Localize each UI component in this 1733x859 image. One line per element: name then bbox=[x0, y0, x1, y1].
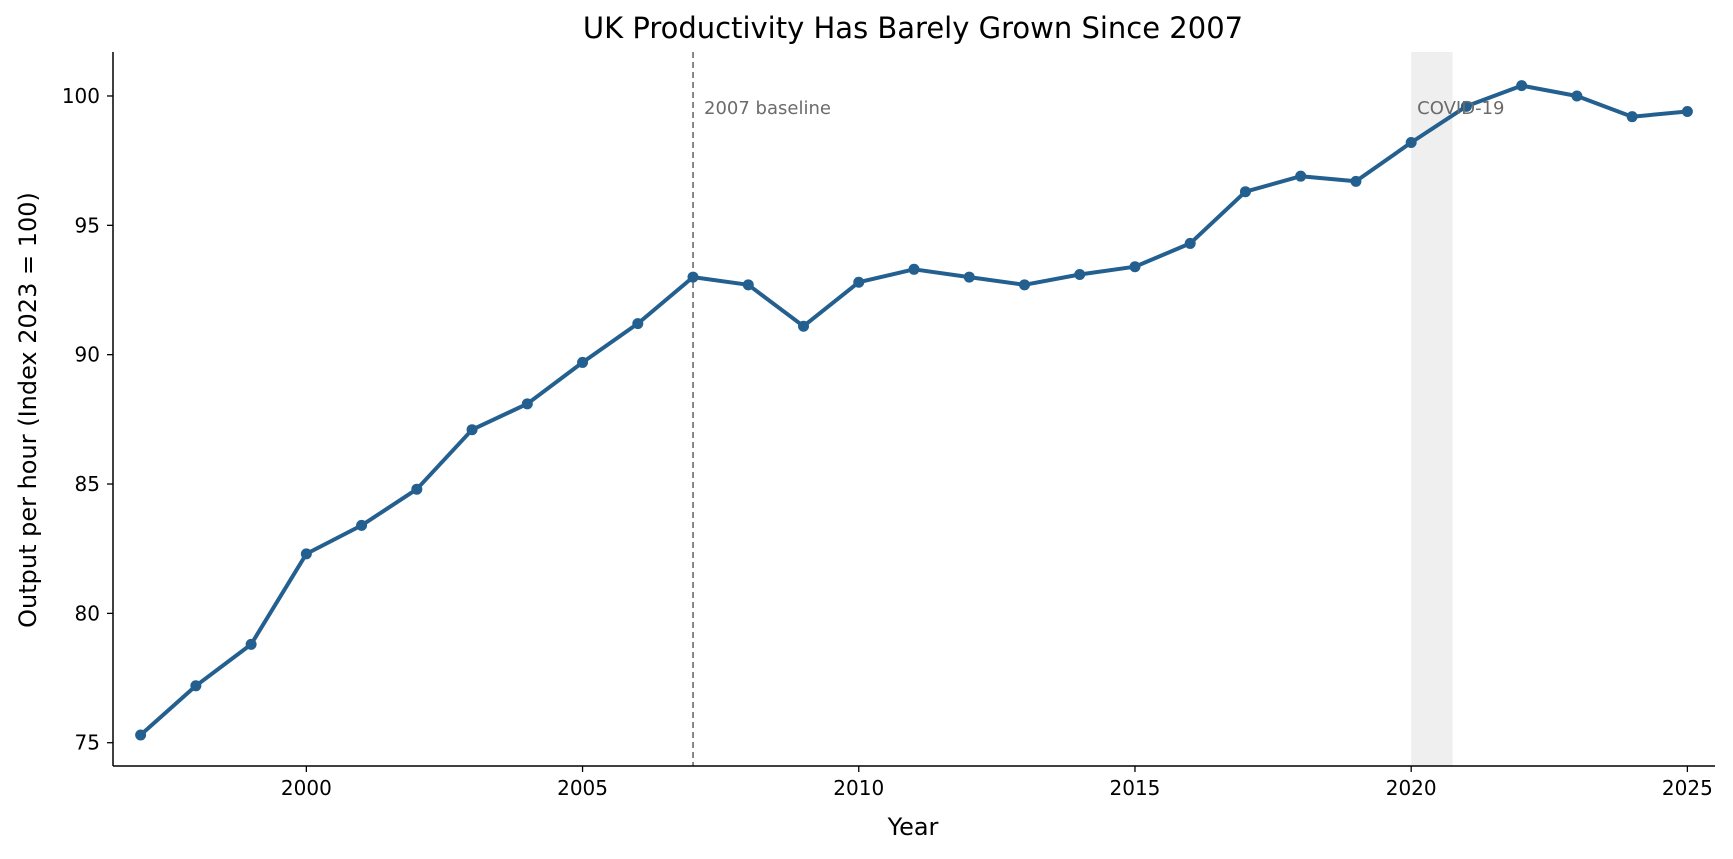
covid-band-layer bbox=[1411, 52, 1453, 766]
data-point bbox=[853, 276, 865, 288]
y-tick-label: 85 bbox=[75, 472, 100, 496]
data-point bbox=[1516, 80, 1528, 92]
data-point bbox=[742, 279, 754, 291]
data-point bbox=[798, 320, 810, 332]
y-tick-label: 80 bbox=[75, 601, 100, 625]
data-point bbox=[577, 356, 589, 368]
ticks-layer: 2000 2005 2010 2015 2020 2025 75 80 85 90 95 100 bbox=[62, 84, 1713, 800]
y-tick-label: 95 bbox=[75, 213, 100, 237]
x-axis-title: Year bbox=[887, 813, 939, 841]
x-tick-label: 2025 bbox=[1662, 776, 1713, 800]
series-layer bbox=[135, 80, 1693, 741]
y-axis-title: Output per hour (Index 2023 = 100) bbox=[14, 192, 42, 628]
data-point bbox=[1074, 268, 1086, 280]
data-point bbox=[190, 680, 202, 692]
data-point bbox=[908, 263, 920, 275]
annotation-layer: 2007 baseline COVID-19 bbox=[704, 98, 1504, 119]
data-point bbox=[1405, 137, 1417, 149]
data-point bbox=[632, 318, 644, 330]
data-point bbox=[411, 483, 423, 495]
data-point bbox=[1681, 106, 1693, 117]
axes-layer bbox=[112, 52, 1715, 767]
x-tick-label: 2010 bbox=[833, 776, 884, 800]
x-tick-label: 2020 bbox=[1386, 776, 1437, 800]
chart-title: UK Productivity Has Barely Grown Since 2… bbox=[583, 11, 1243, 45]
covid-shaded-band bbox=[1411, 52, 1453, 766]
data-point bbox=[1129, 261, 1141, 273]
data-point bbox=[1018, 279, 1030, 291]
data-point bbox=[1184, 237, 1196, 249]
data-point bbox=[1295, 170, 1307, 182]
productivity-series-line bbox=[138, 83, 1690, 737]
data-point bbox=[687, 271, 699, 283]
y-tick-label: 75 bbox=[75, 731, 100, 755]
covid-annotation-label: COVID-19 bbox=[1417, 98, 1504, 119]
data-point bbox=[356, 519, 368, 531]
y-tick-label: 90 bbox=[75, 343, 100, 367]
x-tick-label: 2005 bbox=[557, 776, 608, 800]
x-tick-label: 2015 bbox=[1110, 776, 1161, 800]
data-point bbox=[135, 729, 147, 741]
data-point bbox=[963, 271, 975, 283]
data-point bbox=[1571, 90, 1583, 102]
x-tick-label: 2000 bbox=[281, 776, 332, 800]
data-point bbox=[1239, 186, 1251, 198]
data-point bbox=[466, 424, 478, 436]
y-tick-label: 100 bbox=[62, 84, 100, 108]
data-point bbox=[1460, 100, 1472, 112]
data-point bbox=[1350, 175, 1362, 187]
data-point bbox=[300, 548, 312, 560]
data-point bbox=[245, 638, 257, 650]
baseline-annotation-label: 2007 baseline bbox=[704, 98, 831, 119]
data-point bbox=[1626, 111, 1638, 123]
data-point bbox=[521, 398, 533, 410]
